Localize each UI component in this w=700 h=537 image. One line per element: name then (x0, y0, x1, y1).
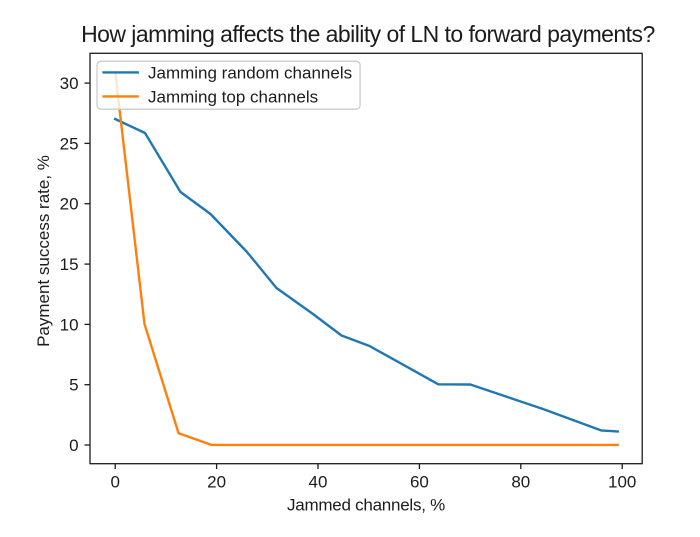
svg-text:80: 80 (511, 473, 530, 492)
svg-text:20: 20 (207, 473, 226, 492)
svg-text:Jamming top channels: Jamming top channels (148, 87, 318, 106)
svg-text:100: 100 (608, 473, 636, 492)
svg-text:Jamming random channels: Jamming random channels (148, 63, 352, 82)
svg-text:0: 0 (110, 473, 119, 492)
svg-text:30: 30 (60, 74, 79, 93)
svg-text:5: 5 (69, 376, 78, 395)
svg-text:0: 0 (69, 436, 78, 455)
svg-text:40: 40 (309, 473, 328, 492)
svg-text:Jammed channels, %: Jammed channels, % (287, 495, 445, 514)
svg-text:25: 25 (60, 134, 79, 153)
svg-text:15: 15 (60, 255, 79, 274)
svg-text:20: 20 (60, 195, 79, 214)
svg-text:10: 10 (60, 315, 79, 334)
svg-text:Payment success rate, %: Payment success rate, % (34, 155, 53, 347)
svg-text:How jamming affects the abilit: How jamming affects the ability of LN to… (81, 21, 655, 47)
svg-text:60: 60 (410, 473, 429, 492)
